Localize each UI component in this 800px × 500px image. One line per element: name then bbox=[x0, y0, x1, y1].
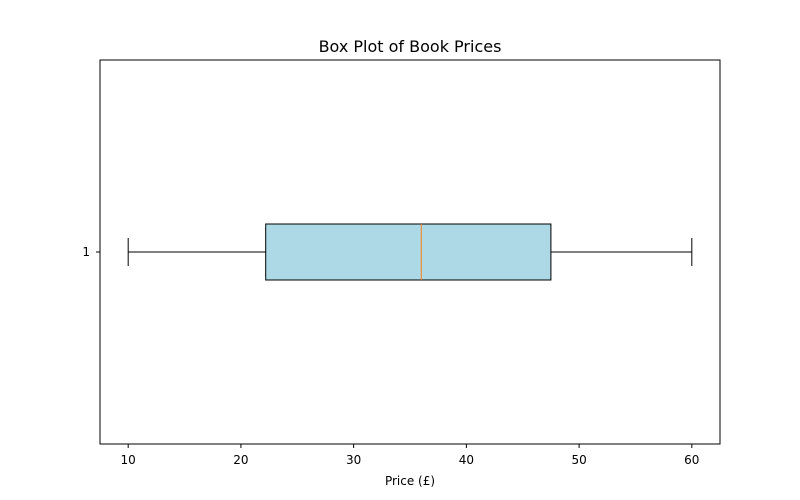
chart-title: Box Plot of Book Prices bbox=[319, 37, 502, 56]
x-axis-label: Price (£) bbox=[385, 474, 435, 488]
x-tick-label: 40 bbox=[459, 453, 474, 467]
y-tick-label: 1 bbox=[82, 245, 90, 259]
x-tick-label: 30 bbox=[346, 453, 361, 467]
x-tick-label: 20 bbox=[233, 453, 248, 467]
x-axis: 10 20 30 40 50 60 bbox=[121, 444, 699, 467]
x-tick-label: 50 bbox=[571, 453, 586, 467]
box-group bbox=[127, 223, 693, 281]
y-axis: 1 bbox=[82, 245, 100, 259]
x-tick-label: 10 bbox=[121, 453, 136, 467]
interquartile-box bbox=[265, 223, 552, 281]
x-tick-label: 60 bbox=[684, 453, 699, 467]
plot-area bbox=[127, 223, 693, 281]
